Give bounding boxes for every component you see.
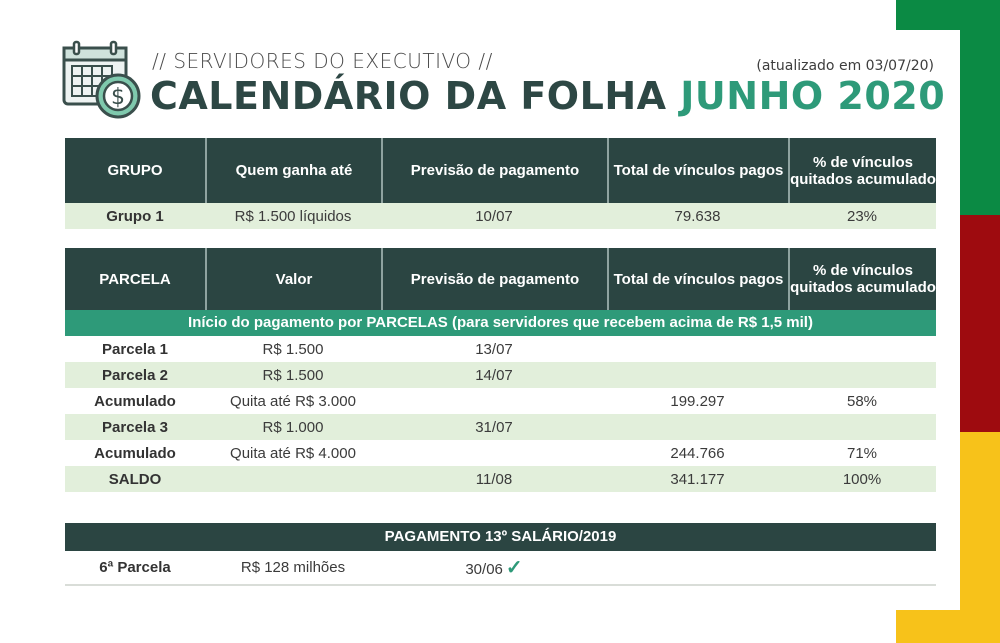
table-grupo: GRUPO Quem ganha até Previsão de pagamen… — [65, 138, 936, 229]
stripe-yellow — [960, 432, 1000, 643]
header-cell: % de vínculos quitados acumulado — [788, 248, 936, 310]
cell: R$ 1.500 — [262, 366, 324, 384]
table-row: Parcela 2 R$ 1.500 14/07 — [65, 362, 936, 388]
table-row: Grupo 1 R$ 1.500 líquidos 10/07 79.638 2… — [65, 203, 936, 229]
cell: Parcela 2 — [102, 366, 168, 384]
table-header: GRUPO Quem ganha até Previsão de pagamen… — [65, 138, 936, 203]
cell: SALDO — [108, 470, 162, 488]
page-title: CALENDÁRIO DA FOLHA JUNHO 2020 — [150, 74, 945, 118]
cell: 30/06 ✓ — [381, 555, 607, 580]
checkmark-icon: ✓ — [505, 556, 523, 579]
cell: 11/08 — [475, 470, 513, 488]
header-cell: Total de vínculos pagos — [607, 248, 788, 310]
title-accent: JUNHO 2020 — [680, 74, 946, 118]
cell: 14/07 — [475, 366, 513, 384]
cell: Quita até R$ 3.000 — [230, 392, 356, 410]
cell: R$ 128 milhões — [240, 558, 346, 576]
cell: Quita até R$ 4.000 — [230, 444, 356, 462]
header-cell: PARCELA — [99, 270, 171, 288]
header-cell: Quem ganha até — [205, 138, 381, 203]
header-cell: Previsão de pagamento — [381, 138, 607, 203]
header-cell: Total de vínculos pagos — [607, 138, 788, 203]
cell: 100% — [842, 470, 882, 488]
cell: 10/07 — [475, 207, 513, 225]
cell: 23% — [846, 207, 878, 225]
cell: Acumulado — [94, 392, 176, 410]
cell: R$ 1.500 — [262, 340, 324, 358]
cell: 31/07 — [475, 418, 513, 436]
parcelas-band: Início do pagamento por PARCELAS (para s… — [65, 310, 936, 336]
title-main: CALENDÁRIO DA FOLHA — [150, 74, 667, 118]
stripe-red — [960, 215, 1000, 432]
subtitle: // SERVIDORES DO EXECUTIVO // — [152, 49, 493, 73]
cell: R$ 1.500 líquidos — [234, 207, 352, 225]
date: 30/06 — [465, 560, 503, 578]
cell: 58% — [846, 392, 878, 410]
header-cell: Previsão de pagamento — [381, 248, 607, 310]
table-13-salario: PAGAMENTO 13º SALÁRIO/2019 6ª Parcela R$… — [65, 523, 936, 583]
table-row: Acumulado Quita até R$ 3.000 199.297 58% — [65, 388, 936, 414]
cell: R$ 1.000 — [262, 418, 324, 436]
table-parcela: PARCELA Valor Previsão de pagamento Tota… — [65, 248, 936, 492]
stripe-yellow-bottom — [896, 610, 1000, 643]
cell: 6ª Parcela — [99, 558, 171, 576]
svg-text:$: $ — [111, 85, 125, 110]
table-header: PAGAMENTO 13º SALÁRIO/2019 — [65, 523, 936, 551]
cell: 244.766 — [670, 444, 725, 462]
table-row: 6ª Parcela R$ 128 milhões 30/06 ✓ — [65, 551, 936, 583]
divider — [65, 584, 936, 586]
cell: Parcela 3 — [102, 418, 168, 436]
cell: Grupo 1 — [106, 207, 164, 225]
table-row: Parcela 3 R$ 1.000 31/07 — [65, 414, 936, 440]
table-row: Parcela 1 R$ 1.500 13/07 — [65, 336, 936, 362]
header-cell: GRUPO — [107, 162, 163, 179]
cell: Parcela 1 — [102, 340, 168, 358]
cell: 199.297 — [670, 392, 725, 410]
table-row: SALDO 11/08 341.177 100% — [65, 466, 936, 492]
cell: 341.177 — [670, 470, 725, 488]
table-header: PARCELA Valor Previsão de pagamento Tota… — [65, 248, 936, 310]
cell: 13/07 — [475, 340, 513, 358]
header-cell: Valor — [205, 248, 381, 310]
table-row: Acumulado Quita até R$ 4.000 244.766 71% — [65, 440, 936, 466]
stripe-green — [960, 0, 1000, 215]
cell: 71% — [846, 444, 878, 462]
cell: 79.638 — [674, 207, 721, 225]
calendar-money-icon: $ — [62, 40, 141, 119]
cell: Acumulado — [94, 444, 176, 462]
updated-date: (atualizado em 03/07/20) — [756, 58, 934, 74]
header-cell: % de vínculos quitados acumulado — [788, 138, 936, 203]
